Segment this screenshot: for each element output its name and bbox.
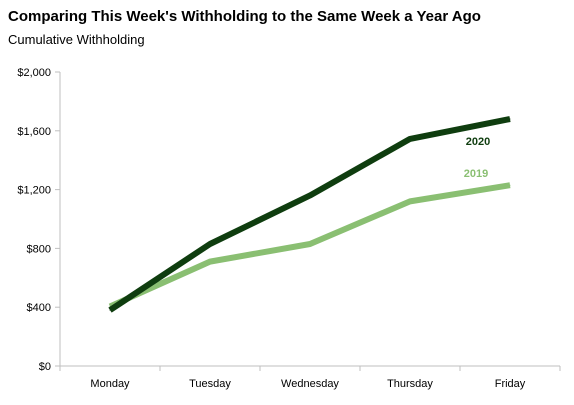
- x-tick-label: Wednesday: [281, 378, 339, 390]
- y-tick-label: $2,000: [17, 67, 51, 79]
- y-tick-label: $800: [27, 243, 51, 255]
- series-label-2020: 2020: [466, 136, 490, 148]
- x-tick-label: Tuesday: [189, 378, 231, 390]
- data-point-2019: [309, 243, 311, 245]
- data-point-2020: [109, 309, 111, 311]
- data-point-2020: [509, 118, 511, 120]
- chart-title: Comparing This Week's Withholding to the…: [8, 8, 481, 25]
- data-point-2019: [409, 200, 411, 202]
- data-point-2020: [309, 194, 311, 196]
- series-label-2019: 2019: [464, 168, 488, 180]
- data-point-2019: [509, 184, 511, 186]
- data-point-2020: [409, 138, 411, 140]
- y-tick-label: $400: [27, 302, 51, 314]
- chart-subtitle: Cumulative Withholding: [8, 32, 145, 47]
- x-tick-label: Thursday: [387, 378, 433, 390]
- x-tick-label: Monday: [90, 378, 130, 390]
- chart-axes: [59, 72, 560, 367]
- x-axis-ticks: Monday Tuesday Wednesday Thursday Friday: [59, 366, 561, 390]
- y-axis-ticks: $0 $400 $800 $1,200 $1,600 $2,000: [17, 67, 60, 373]
- data-point-2019: [209, 261, 211, 263]
- y-tick-label: $0: [39, 361, 51, 373]
- data-point-2020: [209, 243, 211, 245]
- x-tick-label: Friday: [495, 378, 526, 390]
- y-tick-label: $1,200: [17, 185, 51, 197]
- series-lines: 2019 2020: [108, 116, 511, 313]
- series-line-2019: [108, 182, 511, 310]
- y-tick-label: $1,600: [17, 126, 51, 138]
